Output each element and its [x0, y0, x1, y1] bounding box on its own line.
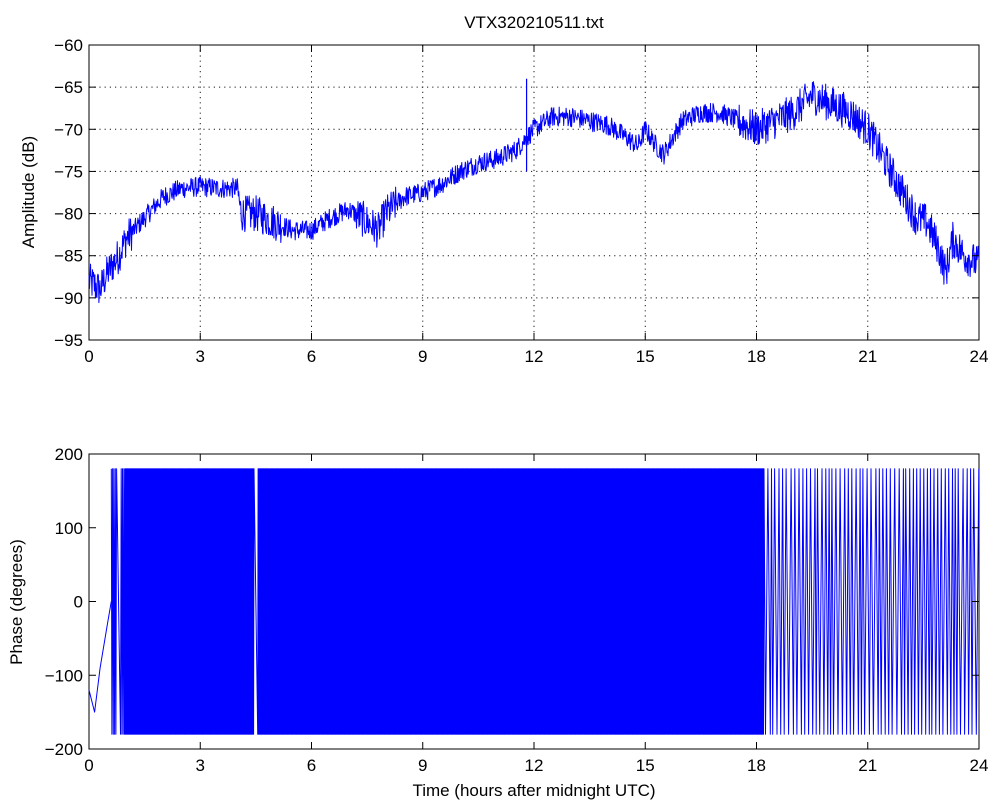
phase-x-tick-label: 24 — [970, 756, 989, 775]
amplitude-y-tick-label: −65 — [54, 78, 83, 97]
phase-series — [88, 468, 980, 735]
chart-title: VTX320210511.txt — [464, 13, 604, 32]
amplitude-y-tick-label: −85 — [54, 247, 83, 266]
phase-x-tick-label: 15 — [636, 756, 655, 775]
amplitude-x-tick-label: 18 — [747, 347, 766, 366]
amplitude-x-tick-label: 15 — [636, 347, 655, 366]
phase-x-tick-label: 21 — [858, 756, 877, 775]
amplitude-y-tick-label: −60 — [54, 36, 83, 55]
amplitude-ticks — [88, 44, 980, 341]
phase-y-tick-label: 0 — [74, 593, 83, 612]
amplitude-y-tick-label: −80 — [54, 205, 83, 224]
phase-x-tick-label: 18 — [747, 756, 766, 775]
phase-y-tick-label: −100 — [45, 666, 83, 685]
amplitude-x-tick-label: 6 — [307, 347, 316, 366]
phase-x-tick-labels: 0 3 6 9 12 15 18 21 24 — [84, 756, 988, 775]
amplitude-y-axis-label: Amplitude (dB) — [19, 136, 38, 248]
amplitude-y-tick-label: −70 — [54, 120, 83, 139]
amplitude-y-tick-labels: −95 −90 −85 −80 −75 −70 −65 −60 — [54, 36, 83, 350]
amplitude-y-tick-label: −90 — [54, 289, 83, 308]
amplitude-chart: 0 3 6 9 12 15 18 21 24 −95−90−85−80−75−70−65−60 … — [19, 13, 988, 366]
phase-y-tick-label: 100 — [55, 519, 83, 538]
amplitude-plot-area — [88, 44, 980, 341]
phase-y-tick-label: −200 — [45, 740, 83, 759]
amplitude-x-tick-label: 0 — [84, 347, 93, 366]
phase-x-tick-label: 3 — [196, 756, 205, 775]
phase-ticks — [88, 453, 980, 750]
amplitude-y-tick-label: −95 — [54, 331, 83, 350]
phase-chart: 0 3 6 9 12 15 18 21 24 −200 −100 0 100 200 Time (hou… — [7, 445, 988, 800]
amplitude-line — [88, 81, 980, 304]
phase-x-tick-label: 12 — [525, 756, 544, 775]
amplitude-x-tick-label: 21 — [858, 347, 877, 366]
phase-x-tick-label: 6 — [307, 756, 316, 775]
phase-x-tick-label: 0 — [84, 756, 93, 775]
amplitude-x-tick-labels: 0 3 6 9 12 15 18 21 24 — [84, 347, 988, 366]
phase-x-tick-label: 9 — [418, 756, 427, 775]
amplitude-x-tick-label: 24 — [970, 347, 989, 366]
phase-y-tick-label: 200 — [55, 445, 83, 464]
amplitude-y-tick-label: −75 — [54, 162, 83, 181]
amplitude-x-tick-label: 3 — [196, 347, 205, 366]
phase-y-axis-label: Phase (degrees) — [7, 539, 26, 665]
phase-x-axis-label: Time (hours after midnight UTC) — [412, 781, 655, 800]
amplitude-x-tick-label: 9 — [418, 347, 427, 366]
phase-line-wrapped — [110, 468, 980, 735]
amplitude-series — [88, 78, 980, 304]
phase-y-tick-labels: −200 −100 0 100 200 — [45, 445, 83, 759]
phase-line-start — [88, 601, 112, 713]
amplitude-x-tick-label: 12 — [525, 347, 544, 366]
